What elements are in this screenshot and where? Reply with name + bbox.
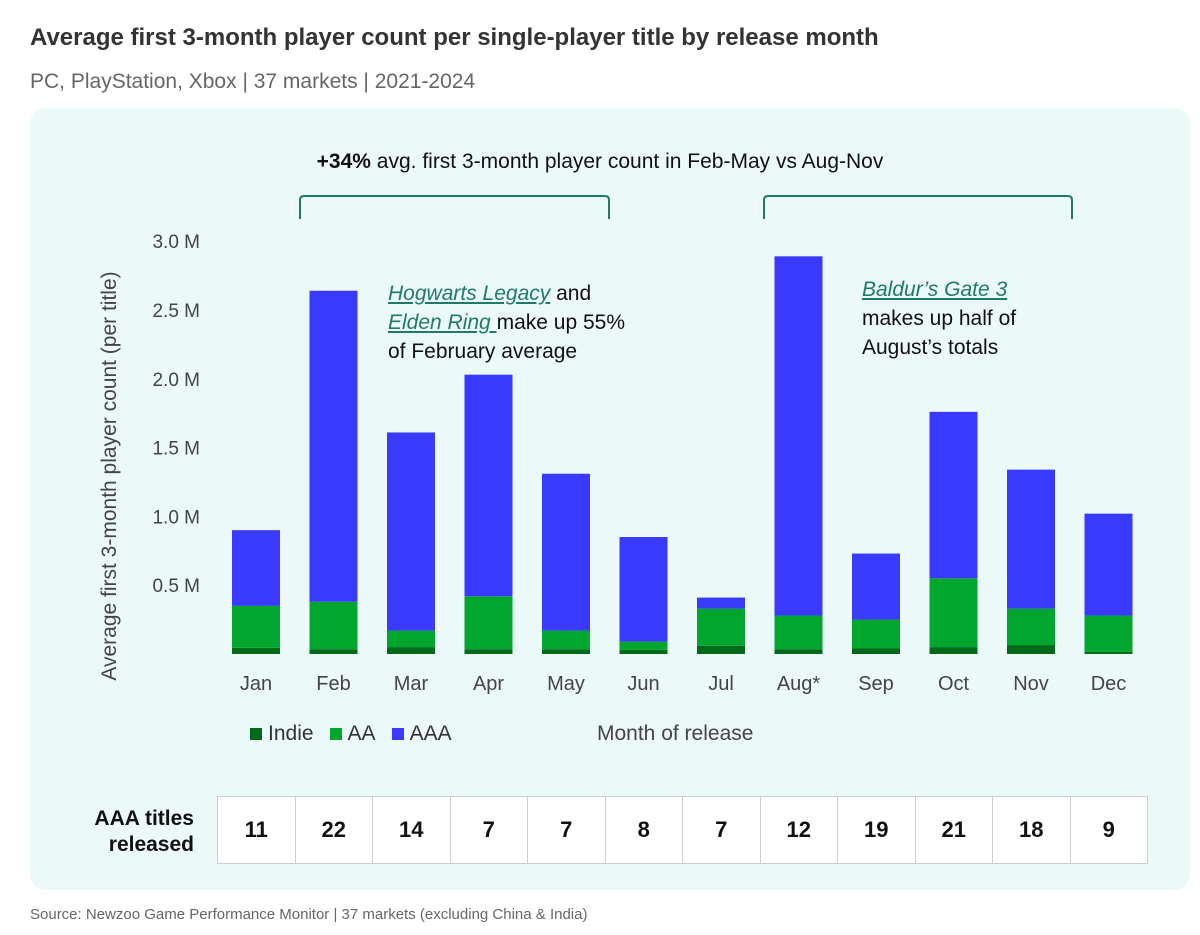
bar-indie-Jul [697,645,745,654]
bar-indie-Jan [232,647,280,654]
headline-annotation: +34% avg. first 3-month player count in … [0,150,1200,174]
chart-card [30,108,1190,890]
y-tick-label: 1.5 M [152,439,200,460]
bar-aa-Aug [774,615,823,650]
chart-subtitle: PC, PlayStation, Xbox | 37 markets | 202… [30,70,476,93]
y-tick-label: 2.5 M [152,301,200,322]
bracket-1 [763,195,1073,219]
bar-aaa-Aug [774,256,823,616]
table-cell-sep: 19 [838,797,916,863]
legend-item-indie: Indie [250,722,314,746]
aaa-titles-table: 11 22 14 7 7 8 7 12 19 21 18 9 [217,796,1148,864]
bar-aaa-Jan [232,530,280,606]
bar-indie-Apr [464,649,513,654]
table-cell-dec: 9 [1070,797,1147,863]
bar-aaa-Jul [697,597,745,609]
bar-indie-Sep [852,648,900,654]
bar-indie-Feb [309,649,358,654]
x-tick-label: Apr [473,673,504,695]
table-cell-aug: 12 [760,797,838,863]
bar-aa-Dec [1084,615,1133,652]
bar-aa-Jan [232,605,280,648]
bar-aaa-Jun [619,537,668,642]
baldurs-gate-link[interactable]: Baldur’s Gate 3 [862,278,1008,301]
x-tick-label: Dec [1091,673,1127,695]
bar-aaa-Apr [464,374,513,597]
y-axis-title: Average first 3-month player count (per … [98,271,121,681]
legend-item-aa: AA [329,722,376,746]
chart-title: Average first 3-month player count per s… [30,24,879,51]
bar-aaa-Mar [387,432,435,631]
bar-indie-May [542,649,590,654]
bar-indie-Nov [1007,645,1055,654]
table-cell-jul: 7 [683,797,761,863]
bar-aa-Oct [929,578,978,648]
bar-aaa-Oct [929,411,978,579]
headline-bold: +34% [316,150,371,173]
hogwarts-legacy-link[interactable]: Hogwarts Legacy [388,282,551,305]
bar-aa-Jul [697,608,745,646]
x-tick-label: May [547,673,585,695]
x-tick-label: Jul [708,673,734,695]
x-axis-title: Month of release [597,722,754,745]
bar-aaa-May [542,473,590,631]
bar-indie-Oct [929,647,978,654]
y-tick-label: 2.0 M [152,370,200,391]
bar-indie-Aug [774,649,823,654]
table-cell-oct: 21 [915,797,993,863]
table-cell-nov: 18 [993,797,1071,863]
headline-text: avg. first 3-month player count in Feb-M… [370,150,884,173]
x-tick-label: Mar [394,673,429,695]
august-annotation: Baldur’s Gate 3 makes up half of August’… [862,278,1017,359]
y-tick-label: 1.0 M [152,507,200,528]
table-cell-feb: 22 [295,797,373,863]
x-tick-label: Jun [627,673,659,695]
elden-ring-link[interactable]: Elden Ring [388,311,497,334]
source-note: Source: Newzoo Game Performance Monitor … [30,906,588,923]
y-tick-label: 3.0 M [152,232,200,253]
x-tick-label: Nov [1013,673,1049,695]
bar-indie-Dec [1084,651,1133,654]
table-cell-may: 7 [528,797,606,863]
bar-indie-Jun [619,649,668,654]
x-tick-label: Feb [316,673,350,695]
bar-aa-Jun [619,641,668,650]
bar-indie-Mar [387,647,435,654]
x-tick-label: Jan [240,673,272,695]
table-cell-jun: 8 [605,797,683,863]
february-annotation: Hogwarts Legacy and Elden Ring make up 5… [388,282,625,363]
bracket-0 [299,195,610,219]
bar-aaa-Nov [1007,469,1055,609]
legend-item-aaa: AAA [391,722,452,746]
legend: Indie AA AAA [250,722,452,746]
bar-aaa-Dec [1084,513,1133,616]
x-tick-label: Oct [938,673,970,695]
bar-aa-Feb [309,601,358,650]
bar-aa-May [542,630,590,650]
bar-aa-Apr [464,596,513,650]
y-tick-label: 0.5 M [152,576,200,597]
x-tick-label: Sep [858,673,894,695]
bar-aa-Mar [387,630,435,648]
table-label: AAA titles released [94,807,194,856]
table-cell-mar: 14 [373,797,451,863]
bar-aa-Sep [852,619,900,649]
table-cell-jan: 11 [218,797,296,863]
table-cell-apr: 7 [450,797,528,863]
bar-aaa-Sep [852,553,900,620]
x-tick-label: Aug* [777,673,821,695]
bar-aaa-Feb [309,290,358,602]
bar-aa-Nov [1007,608,1055,646]
